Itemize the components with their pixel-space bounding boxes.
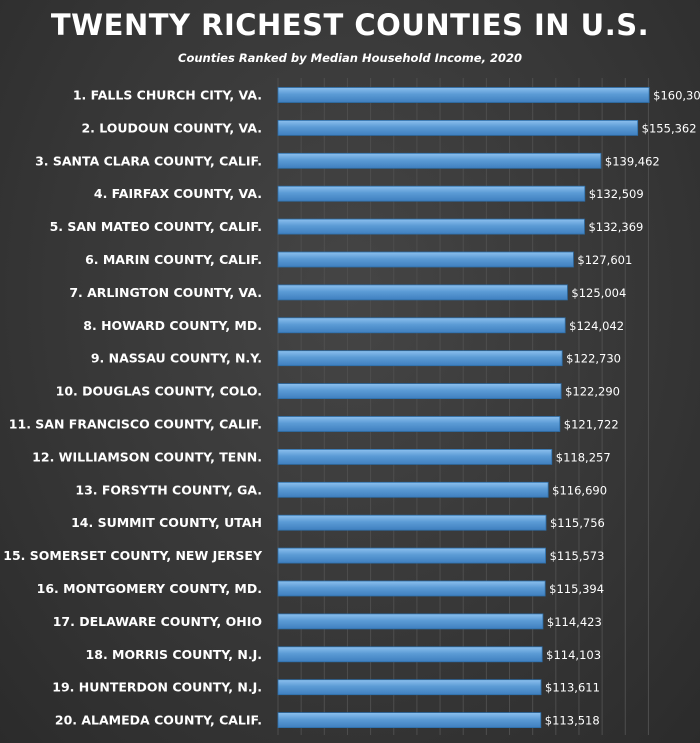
value-label: $116,690	[552, 483, 607, 497]
category-label: 3. SANTA CLARA COUNTY, CALIF.	[35, 153, 262, 168]
category-label: 10. DOUGLAS COUNTY, COLO.	[56, 384, 262, 399]
value-label: $160,305	[653, 89, 700, 103]
chart-title: TWENTY RICHEST COUNTIES IN U.S.	[50, 8, 650, 42]
category-label: 5. SAN MATEO COUNTY, CALIF.	[50, 219, 262, 234]
category-label: 18. MORRIS COUNTY, N.J.	[86, 647, 262, 662]
chart-subtitle: Counties Ranked by Median Household Inco…	[178, 51, 522, 65]
bar	[277, 416, 561, 432]
value-label: $122,290	[565, 385, 620, 399]
value-label: $114,103	[546, 648, 601, 662]
bar	[277, 87, 650, 103]
bar	[277, 120, 639, 136]
category-label: 1. FALLS CHURCH CITY, VA.	[73, 88, 262, 103]
value-label: $115,756	[550, 516, 605, 530]
category-label: 2. LOUDOUN COUNTY, VA.	[81, 120, 262, 135]
category-label: 7. ARLINGTON COUNTY, VA.	[69, 285, 262, 300]
value-label: $127,601	[577, 253, 632, 267]
category-label: 11. SAN FRANCISCO COUNTY, CALIF.	[9, 417, 262, 432]
value-label: $132,369	[588, 220, 643, 234]
value-label: $132,509	[589, 187, 644, 201]
category-label: 17. DELAWARE COUNTY, OHIO	[53, 614, 262, 629]
category-label: 4. FAIRFAX COUNTY, VA.	[94, 186, 262, 201]
category-label: 19. HUNTERDON COUNTY, N.J.	[52, 680, 262, 695]
category-label: 12. WILLIAMSON COUNTY, TENN.	[32, 449, 262, 464]
value-label: $139,462	[605, 154, 660, 168]
bar	[277, 613, 544, 630]
value-label: $113,518	[545, 714, 600, 728]
value-label: $115,394	[549, 582, 604, 596]
bar	[277, 448, 553, 465]
value-label: $124,042	[569, 319, 624, 333]
category-label: 8. HOWARD COUNTY, MD.	[83, 318, 262, 333]
bar	[277, 284, 568, 301]
bar	[277, 679, 542, 696]
bar	[277, 712, 542, 728]
bar	[277, 646, 543, 663]
bar	[277, 350, 563, 367]
bar	[277, 481, 549, 498]
value-label: $155,362	[642, 121, 697, 135]
category-label: 13. FORSYTH COUNTY, GA.	[75, 482, 262, 497]
category-label: 20. ALAMEDA COUNTY, CALIF.	[55, 713, 262, 728]
category-label: 16. MONTGOMERY COUNTY, MD.	[37, 581, 262, 596]
bars-group	[277, 87, 650, 728]
value-label: $114,423	[547, 615, 602, 629]
value-label: $125,004	[571, 286, 626, 300]
category-label: 6. MARIN COUNTY, CALIF.	[85, 252, 262, 267]
value-labels: $160,305 $155,362 $139,462 $132,509 $132,369…	[545, 89, 700, 728]
value-label: $115,573	[550, 549, 605, 563]
category-label: 14. SUMMIT COUNTY, UTAH	[71, 515, 262, 530]
bar	[277, 383, 562, 400]
bar	[277, 185, 586, 202]
bar	[277, 251, 574, 268]
value-label: $121,722	[564, 418, 619, 432]
bar	[277, 514, 547, 531]
gridlines	[277, 78, 649, 735]
bar	[277, 218, 585, 235]
category-label: 9. NASSAU COUNTY, N.Y.	[91, 351, 262, 366]
value-label: $122,730	[566, 352, 621, 366]
bar	[277, 547, 546, 564]
value-label: $118,257	[556, 450, 611, 464]
bar	[277, 152, 602, 169]
bar	[277, 317, 566, 334]
bar	[277, 580, 546, 597]
value-label: $113,611	[545, 681, 600, 695]
category-labels: 1. FALLS CHURCH CITY, VA. 2. LOUDOUN COUN…	[3, 88, 263, 728]
category-label: 15. SOMERSET COUNTY, NEW JERSEY	[3, 548, 263, 563]
